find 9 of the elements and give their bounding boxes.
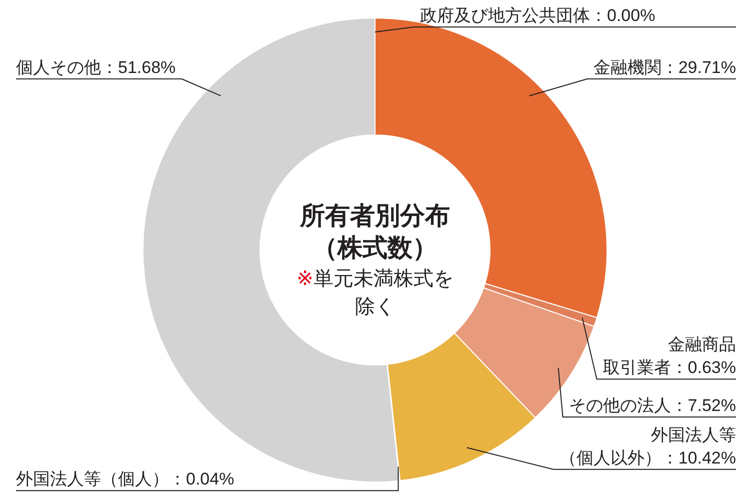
text: 所有者別分布（株式数） xyxy=(299,202,450,262)
slice-label: 外国法人等（個人以外）：10.42% xyxy=(559,425,736,468)
slice-label: 個人その他：51.68% xyxy=(16,58,176,77)
slice-label: その他の法人：7.52% xyxy=(568,396,736,415)
slice-label: 外国法人等（個人）：0.04% xyxy=(16,470,234,489)
text: ※単元未満株式を除く xyxy=(296,268,454,318)
slice-label: 金融商品取引業者：0.63% xyxy=(602,335,736,378)
slice-label: 金融機関：29.71% xyxy=(593,58,736,77)
category-label: 政府及び地方公共団体：0.00% xyxy=(420,6,656,25)
